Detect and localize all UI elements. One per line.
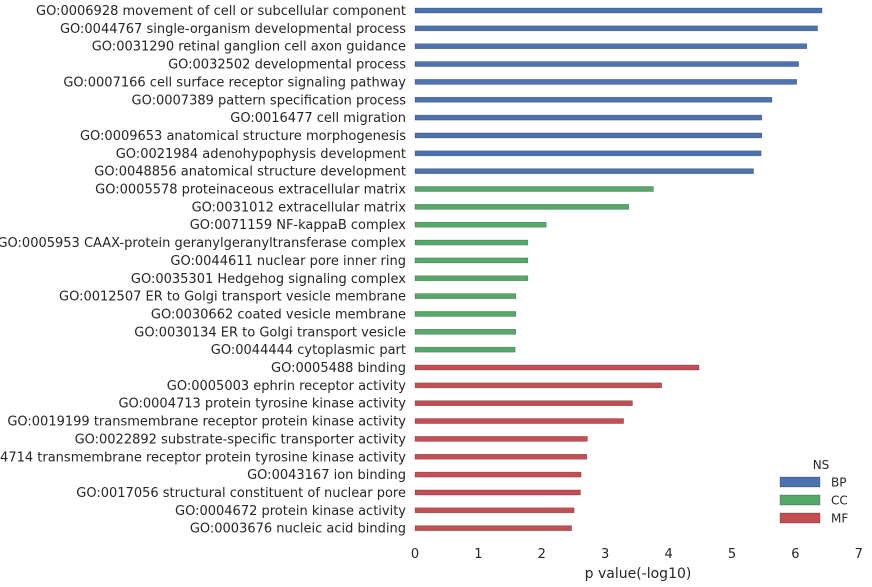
category-label: GO:0005003 ephrin receptor activity [167, 379, 407, 394]
x-tick-label: 4 [664, 547, 672, 562]
x-tick-label: 1 [474, 547, 482, 562]
x-tick-label: 6 [791, 547, 799, 562]
category-label: GO:0030134 ER to Golgi transport vesicle [134, 325, 406, 340]
bar [414, 382, 662, 389]
bar [414, 43, 808, 50]
category-label: GO:0004672 protein kinase activity [175, 504, 406, 519]
bar [414, 311, 517, 317]
category-label: GO:0031290 retinal ganglion cell axon gu… [92, 40, 406, 55]
bar [414, 471, 582, 478]
category-label: GO:0071159 NF-kappaB complex [190, 218, 407, 233]
legend-swatch [779, 494, 821, 506]
bar [414, 7, 823, 14]
category-label: GO:0007166 cell surface receptor signali… [63, 75, 406, 90]
x-tick-label: 7 [855, 547, 863, 562]
category-label: GO:0005488 binding [271, 361, 406, 376]
category-label: GO:0048856 anatomical structure developm… [94, 165, 406, 180]
bar [414, 346, 516, 353]
category-label: GO:0006928 movement of cell or subcellul… [36, 4, 406, 19]
category-label: GO:0009653 anatomical structure morphoge… [80, 129, 406, 144]
x-tick-label: 3 [601, 547, 609, 562]
bar [414, 239, 529, 246]
bar [414, 204, 629, 210]
category-label: GO:0035301 Hedgehog signaling complex [131, 272, 406, 287]
category-label: GO:0019199 transmembrane receptor protei… [7, 415, 406, 430]
bar [414, 489, 581, 496]
category-label: GO:0016477 cell migration [230, 111, 406, 126]
legend-label: MF [831, 512, 848, 526]
category-label: GO:0030662 coated vesicle membrane [151, 307, 406, 322]
category-label: GO:0004713 protein tyrosine kinase activ… [118, 397, 406, 412]
legend-swatch [779, 512, 821, 524]
bar [414, 25, 818, 32]
x-tick-label: 5 [728, 547, 736, 562]
category-labels: GO:0006928 movement of cell or subcellul… [0, 4, 406, 537]
x-axis-title: p value(-log10) [585, 566, 692, 582]
category-label: GO:0044611 nuclear pore inner ring [170, 254, 406, 269]
legend-label: BP [831, 476, 846, 490]
x-tick-label: 2 [538, 547, 546, 562]
category-label: GO:0003676 nucleic acid binding [190, 522, 406, 537]
bar [414, 114, 763, 121]
legend-title: NS [813, 458, 830, 472]
category-label: GO:0022892 substrate-specific transporte… [75, 432, 407, 447]
bars-layer [414, 7, 823, 531]
bar [414, 150, 762, 157]
category-label: GO:0044444 cytoplasmic part [211, 343, 406, 358]
bar [414, 168, 754, 174]
legend-swatch [779, 476, 821, 488]
bar [414, 96, 773, 103]
bar [414, 257, 529, 264]
category-label: GO:0012507 ER to Golgi transport vesicle… [59, 290, 406, 305]
bar [414, 525, 572, 531]
x-tick-label: 0 [411, 547, 419, 562]
bar [414, 79, 797, 85]
bar [414, 221, 547, 228]
bar [414, 61, 799, 67]
bar [414, 453, 588, 460]
category-label: GO:0017056 structural constituent of nuc… [76, 486, 406, 501]
bar [414, 418, 624, 424]
category-label: GO:0043167 ion binding [247, 468, 406, 483]
bar [414, 275, 529, 282]
bar [414, 364, 700, 371]
category-label: GO:0032502 developmental process [168, 58, 406, 73]
x-axis: 0 1 2 3 4 5 6 7 [411, 547, 863, 562]
bar [414, 436, 588, 442]
category-label: GO:0031012 extracellular matrix [192, 200, 407, 215]
bar [414, 132, 763, 139]
category-label: GO:0021984 adenohypophysis development [116, 147, 406, 162]
category-label: GO:0004714 transmembrane receptor protei… [0, 450, 406, 465]
bar [414, 293, 517, 299]
bar [414, 400, 633, 407]
bar [414, 186, 654, 192]
legend-label: CC [831, 494, 848, 508]
category-label: GO:0044767 single-organism developmental… [60, 22, 406, 37]
legend: NS BP CC MF [779, 458, 848, 526]
category-label: GO:0005578 proteinaceous extracellular m… [95, 183, 406, 198]
category-label: GO:0007389 pattern specification process [132, 93, 407, 108]
category-label: GO:0005953 CAAX-protein geranylgeranyltr… [0, 236, 406, 251]
bar [414, 507, 575, 514]
bar [414, 328, 517, 335]
